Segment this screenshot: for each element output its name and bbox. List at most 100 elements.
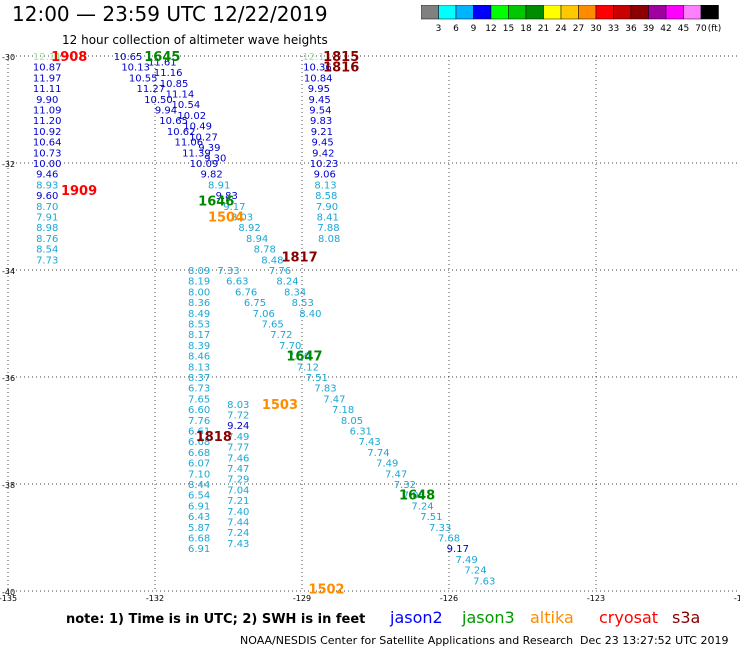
wave-height-value: 8.58 (315, 191, 337, 202)
wave-height-value: 7.32 (394, 480, 416, 491)
wave-height-value: 8.53 (188, 320, 210, 331)
wave-height-value: 6.63 (226, 277, 248, 288)
wave-height-value: 7.51 (306, 373, 328, 384)
wave-height-value: 10.55 (129, 73, 158, 84)
wave-height-value: 9.90 (36, 95, 58, 106)
wave-height-value: 7.21 (227, 496, 249, 507)
axis-labels: -30 -32 -34 -36 -38 -40-135 -132 -129 -126 -123 -1… (0, 53, 740, 603)
wave-height-value: 9.06 (314, 170, 336, 181)
wave-height-value: 7.46 (227, 453, 249, 464)
satellite-label-jason3: jason3 (462, 608, 515, 627)
legend-tick: 24 (555, 24, 567, 34)
wave-height-value: 9.17 (447, 544, 469, 555)
lon-tick-label: -123 (587, 594, 605, 603)
wave-height-value: 7.04 (227, 485, 249, 496)
pass-time-label: 1817 (281, 251, 317, 266)
wave-height-value: 8.37 (188, 373, 210, 384)
legend-tick: 12 (485, 24, 496, 34)
wave-height-value: 10.09 (190, 159, 219, 170)
color-legend: 3 6 9 12 15 18 21 24 27 30 33 36 39 42 45 70 (ft) (421, 5, 722, 34)
credit-line: NOAA/NESDIS Center for Satellite Applica… (240, 634, 574, 647)
pass-time-label: 1647 (286, 350, 322, 365)
wave-height-value: 7.12 (297, 362, 319, 373)
wave-height-value: 8.00 (188, 287, 210, 298)
legend-tick: 9 (471, 24, 477, 34)
wave-height-value: 8.70 (36, 202, 58, 213)
wave-height-value: 7.47 (227, 464, 249, 475)
pass-time-label: 1646 (198, 194, 234, 209)
wave-height-value: 8.53 (292, 298, 314, 309)
wave-height-value: 9.42 (312, 148, 334, 159)
lat-tick-label: -30 (2, 53, 15, 62)
wave-height-value: 8.08 (318, 234, 340, 245)
wave-height-value: 6.43 (188, 512, 210, 523)
wave-height-value: 7.72 (227, 410, 249, 421)
wave-height-value: 9.21 (311, 127, 333, 138)
wave-height-value: 7.76 (269, 266, 291, 277)
wave-height-value: 11.20 (33, 116, 62, 127)
wave-height-value: 8.94 (246, 234, 268, 245)
lon-tick-label: -120 (734, 594, 740, 603)
wave-height-value: 10.64 (33, 138, 62, 149)
wave-height-value: 11.09 (33, 106, 62, 117)
wave-height-value: 7.33 (429, 523, 451, 534)
pass-time-label: 1816 (323, 61, 359, 76)
wave-height-value: 9.39 (198, 143, 220, 154)
wave-height-value: 8.36 (188, 298, 210, 309)
legend-tick: 30 (590, 24, 602, 34)
wave-height-value: 8.19 (188, 277, 210, 288)
wave-height-value: 8.13 (188, 362, 210, 373)
wave-height-value: 9.54 (309, 106, 331, 117)
legend-tick: 15 (503, 24, 514, 34)
wave-height-value: 9.46 (36, 170, 58, 181)
note-text: note: 1) Time is in UTC; 2) SWH is in fe… (66, 612, 366, 627)
pass-time-label: 1503 (262, 398, 298, 413)
wave-height-value: 7.73 (36, 255, 58, 266)
satellite-label-altika: altika (530, 608, 574, 627)
wave-height-value: 11.27 (137, 84, 166, 95)
wave-height-value: 8.46 (188, 352, 210, 363)
lat-tick-label: -32 (2, 160, 15, 169)
wave-height-value: 7.50 (288, 352, 310, 363)
lon-tick-label: -132 (146, 594, 164, 603)
wave-height-value: 7.29 (227, 475, 249, 486)
lat-tick-label: -36 (2, 374, 15, 383)
wave-height-value: 8.92 (238, 223, 260, 234)
wave-height-value: 12.11 (33, 52, 62, 63)
wave-height-value: 10.73 (33, 148, 62, 159)
wave-height-value: 8.91 (208, 180, 230, 191)
legend-unit: (ft) (708, 24, 722, 34)
wave-height-value: 7.47 (323, 394, 345, 405)
wave-height-value: 7.77 (227, 443, 249, 454)
legend-tick: 18 (520, 24, 532, 34)
wave-height-value: 6.75 (244, 298, 266, 309)
wave-height-value: 8.24 (276, 277, 298, 288)
wave-height-value: 10.62 (167, 127, 196, 138)
wave-height-value: 11.14 (166, 89, 195, 100)
wave-height-value: 9.45 (311, 138, 333, 149)
pass-time-label: 1645 (144, 50, 180, 65)
wave-height-value: 7.49 (456, 555, 478, 566)
wave-height-value: 7.90 (316, 202, 338, 213)
wave-height-value: 6.54 (188, 491, 210, 502)
wave-height-value: 6.31 (350, 427, 372, 438)
pass-time-label: 1818 (196, 430, 232, 445)
satellite-label-s3a: s3a (672, 608, 701, 627)
wave-height-value: 7.51 (420, 512, 442, 523)
wave-height-value: 7.44 (227, 517, 249, 528)
wave-height-value: 7.10 (188, 469, 210, 480)
wave-height-value: 9.94 (155, 106, 177, 117)
lat-tick-label: -38 (2, 481, 15, 490)
satellite-label-cryosat: cryosat (599, 608, 659, 627)
pass-time-label: 1504 (208, 211, 244, 226)
legend-tick: 21 (538, 24, 549, 34)
wave-height-value: 7.43 (227, 539, 249, 550)
lat-lon-grid (7, 55, 740, 592)
wave-height-value: 8.05 (341, 416, 363, 427)
lon-tick-label: -129 (293, 594, 311, 603)
wave-height-value: 7.68 (438, 534, 460, 545)
pass-time-label: 1815 (323, 50, 359, 65)
wave-height-value: 9.83 (216, 191, 238, 202)
wave-height-value: 10.84 (304, 73, 333, 84)
